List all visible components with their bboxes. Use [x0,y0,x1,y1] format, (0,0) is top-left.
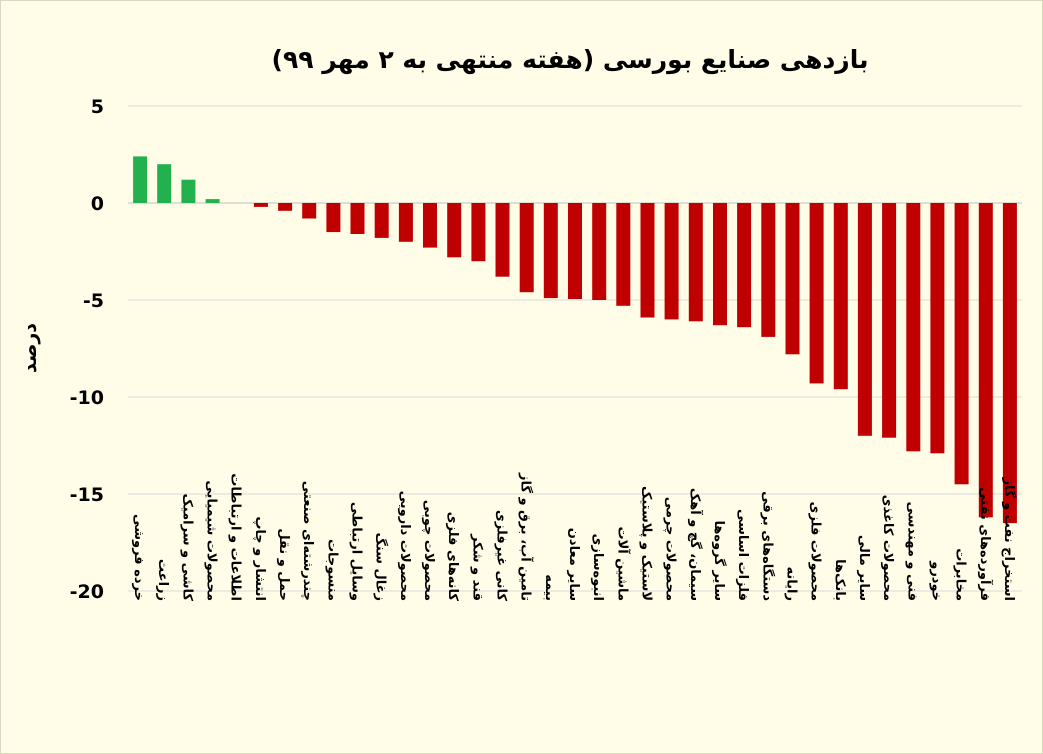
gridlines [128,105,1022,592]
x-tick-label: مخابرات [953,548,968,601]
x-tick-label: دستگاه‌های برقی [759,491,775,601]
bar [785,203,800,355]
x-tick-label: محصولات چوبی [421,500,436,601]
bar [1002,203,1017,524]
x-tick-label: محصولات چرمی [663,497,678,601]
x-tick-label: انتشار و چاپ [252,516,267,601]
bar [857,203,872,436]
bar [616,203,631,306]
bar [302,203,317,219]
bar [447,203,462,258]
bar [737,203,752,328]
bar [930,203,945,454]
x-tick-label: سایر معادن [566,528,581,601]
bar [471,203,486,262]
x-tick-label: فنی و مهندسی [904,502,919,602]
chart-title: بازدهی صنایع بورسی (هفته منتهی به ۲ مهر … [272,45,869,75]
x-tick-label: محصولات دارویی [397,491,412,601]
x-tick-label: بیمه [542,574,557,601]
bar [833,203,848,390]
bar [954,203,969,485]
bar [906,203,921,452]
bar [350,203,365,234]
bar [664,203,679,320]
bar [374,203,389,238]
bar [423,203,437,248]
x-tick-label: حمل و نقل [276,528,291,601]
x-tick-label: انبوه‌سازی [590,533,605,601]
bar [326,203,341,233]
y-tick-label: -10 [70,387,104,409]
x-tick-label: تامین آب، برق و گاز [518,472,535,601]
y-tick-label: 5 [91,96,104,118]
bar [688,203,703,322]
x-tick-label: رایانه [784,567,799,601]
x-tick-label: محصولات فلزی [808,502,823,601]
x-tick-label: استخراج نفت و گاز [1001,477,1017,601]
bar [978,203,993,518]
y-tick-label: 0 [91,193,104,215]
x-tick-label: محصولات کاغذی [880,495,895,601]
bar [568,203,582,299]
x-tick-label: سایر مالی [856,535,871,601]
y-tick-label: -5 [83,290,104,312]
bar [133,156,148,203]
bar [882,203,897,438]
bar [253,203,268,207]
x-tick-label: کانی غیرفلزی [494,510,509,602]
x-tick-label: منسوجات [324,539,339,601]
bar [761,203,776,337]
bar [205,199,220,203]
bar [495,203,510,277]
bar [157,164,172,203]
x-tick-label: اطلاعات و ارتباطات [228,473,243,601]
bar [398,203,413,242]
x-tick-label: فلزات اساسی [735,509,750,601]
y-tick-label: -15 [70,484,104,506]
y-tick-label: -20 [70,581,104,603]
x-tick-label: زراعت [155,559,170,601]
bar [809,203,824,384]
x-tick-label: خرده فروشی [131,514,146,601]
bar [181,179,196,203]
x-tick-label: بانک‌ها [832,559,847,601]
x-tick-label: سایر گروه‌ها [711,521,727,601]
x-tick-label: کانه‌های فلزی [445,512,460,602]
x-tick-label: زغال سنگ [373,533,389,601]
x-tick-label: قند و شکر [469,533,484,601]
bar [519,203,534,293]
x-axis-labels: خرده فروشی زراعت کاشی و سرامیک محصولات شیمی… [131,472,1017,601]
x-tick-label: ماشین آلات [614,527,631,601]
x-tick-label: خودرو [928,560,943,601]
bar [713,203,727,326]
bar [543,203,558,299]
bars [133,156,1017,524]
x-tick-label: لاستیک و پلاستیک [639,486,654,601]
bar [640,203,655,318]
x-tick-label: کاشی و سرامیک [179,493,194,601]
x-tick-label: فرآورده‌های نفتی [977,487,994,601]
bar [592,203,607,300]
x-tick-label: چندرشته‌ای صنعتی [300,481,315,601]
bar [278,203,293,211]
y-axis-ticks: 5 0 -5 -10 -15 -20 [70,96,104,603]
x-tick-label: سیمان، گچ و آهک [687,488,704,601]
y-axis-label: درصد [19,323,41,373]
x-tick-label: محصولات شیمیایی [204,480,219,601]
x-tick-label: وسایل ارتباطی [349,502,364,601]
